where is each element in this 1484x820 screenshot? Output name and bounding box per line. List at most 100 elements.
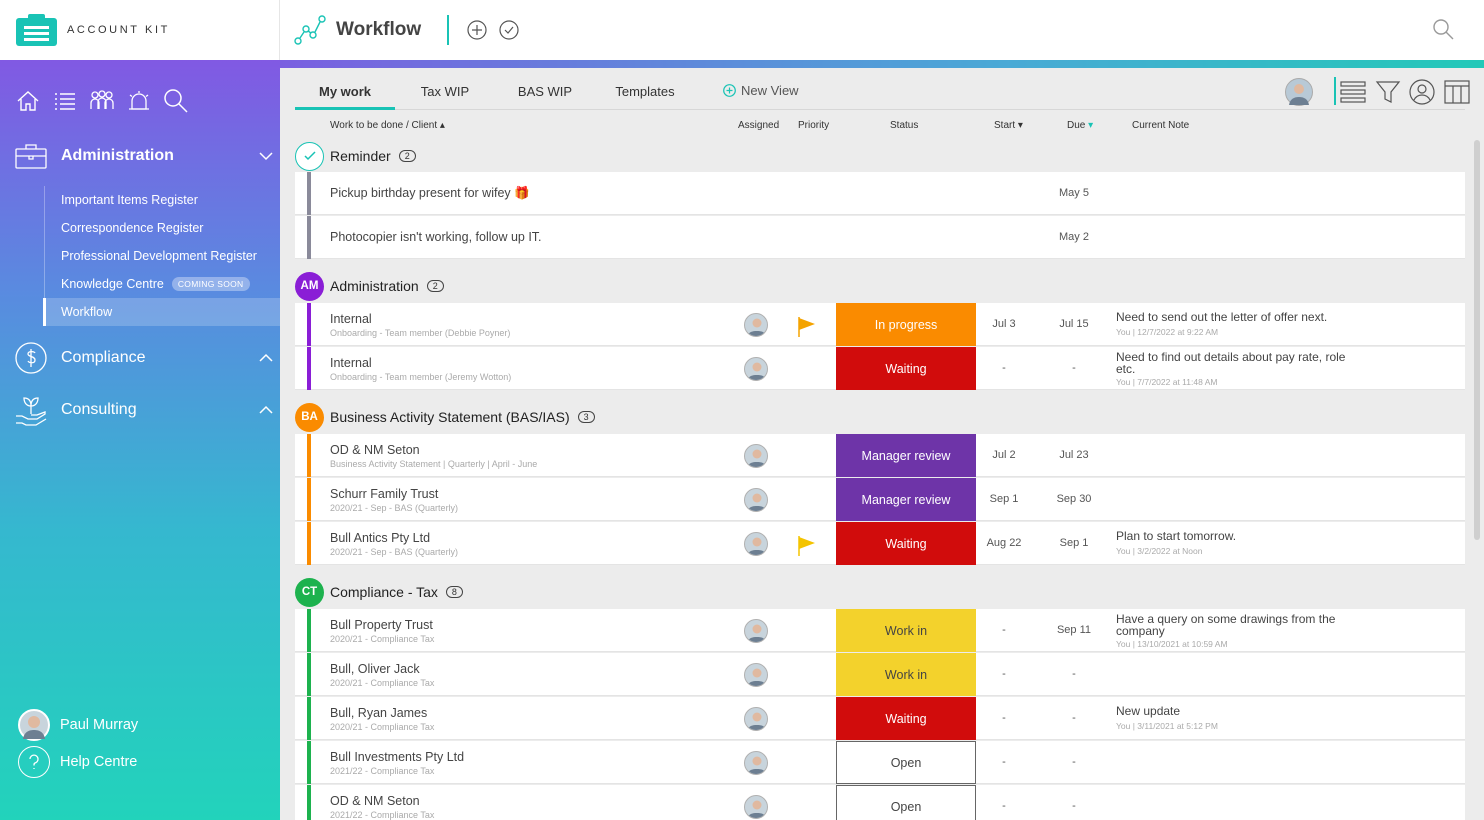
sidebar-item-important-items[interactable]: Important Items Register (45, 186, 280, 214)
column-assigned-header[interactable]: Assigned (738, 120, 780, 131)
sidebar-section-administration[interactable]: Administration (0, 130, 280, 182)
status-badge[interactable]: Work in (836, 609, 976, 652)
filter-icon[interactable] (1375, 79, 1401, 105)
avatar[interactable] (744, 619, 768, 643)
header-divider (447, 15, 450, 45)
status-badge[interactable]: Waiting (836, 522, 976, 565)
sidebar-section-label: Consulting (61, 401, 137, 418)
top-header: Workflow (280, 0, 1484, 60)
status-badge[interactable]: Manager review (836, 434, 976, 477)
sidebar-section-compliance[interactable]: Compliance (0, 332, 280, 384)
group-badge: BA (295, 402, 324, 432)
column-work-header[interactable]: Work to be done / Client ▴ (330, 120, 445, 131)
briefcase-icon (15, 140, 47, 172)
help-centre-link[interactable]: Help Centre (18, 743, 138, 780)
scrollbar[interactable] (1474, 140, 1480, 540)
flag-icon[interactable] (796, 315, 818, 337)
row-start: - (1002, 800, 1006, 812)
row-color-bar (307, 172, 311, 215)
column-start-header[interactable]: Start ▾ (994, 120, 1023, 131)
team-icon[interactable] (89, 87, 115, 115)
column-priority-header[interactable]: Priority (798, 120, 830, 131)
table-row[interactable]: Bull Property Trust 2020/21 - Compliance… (295, 609, 1465, 652)
header-gradient-line (280, 60, 1484, 68)
status-badge[interactable]: Work in (836, 653, 976, 696)
sidebar-user-area: Paul Murray Help Centre (18, 706, 138, 780)
check-circle-icon[interactable] (499, 20, 519, 40)
column-note-header[interactable]: Current Note (1132, 120, 1190, 131)
table-row[interactable]: Bull Antics Pty Ltd 2020/21 - Sep - BAS … (295, 522, 1465, 565)
sidebar-item-professional-development[interactable]: Professional Development Register (45, 242, 280, 270)
avatar[interactable] (744, 707, 768, 731)
check-circle-icon (295, 141, 324, 171)
avatar[interactable] (744, 488, 768, 512)
table-row[interactable]: Bull, Ryan James 2020/21 - Compliance Ta… (295, 697, 1465, 740)
table-row[interactable]: Bull, Oliver Jack 2020/21 - Compliance T… (295, 653, 1465, 696)
tab-bas-wip[interactable]: BAS WIP (517, 84, 573, 99)
avatar[interactable] (1285, 78, 1313, 106)
sidebar-item-correspondence[interactable]: Correspondence Register (45, 214, 280, 242)
flag-icon[interactable] (796, 534, 818, 556)
avatar[interactable] (744, 313, 768, 337)
table-row[interactable]: Pickup birthday present for wifey 🎁 May … (295, 172, 1465, 215)
sidebar-item-workflow[interactable]: Workflow (43, 298, 280, 326)
row-note: Need to find out details about pay rate,… (1116, 350, 1346, 387)
table-row[interactable]: Bull Investments Pty Ltd 2021/22 - Compl… (295, 741, 1465, 784)
group-header-reminder[interactable]: Reminder 2 (295, 140, 416, 172)
status-badge[interactable]: Open (836, 785, 976, 820)
status-badge[interactable]: Manager review (836, 478, 976, 521)
tab-tax-wip[interactable]: Tax WIP (420, 84, 470, 99)
chevron-up-icon[interactable] (258, 350, 274, 366)
row-due: - (1072, 362, 1076, 374)
column-due-header[interactable]: Due ▾ (1067, 120, 1094, 131)
table-row[interactable]: Photocopier isn't working, follow up IT.… (295, 216, 1465, 259)
column-status-header[interactable]: Status (890, 120, 919, 131)
search-icon[interactable] (163, 87, 189, 115)
list-icon[interactable] (52, 87, 78, 115)
avatar[interactable] (744, 357, 768, 381)
home-icon[interactable] (15, 87, 41, 115)
status-badge[interactable]: In progress (836, 303, 976, 346)
user-circle-icon[interactable] (1409, 79, 1435, 105)
group-count-badge: 2 (426, 280, 444, 292)
row-due: Sep 1 (1059, 537, 1089, 549)
sidebar-section-consulting[interactable]: Consulting (0, 384, 280, 436)
columns-icon[interactable] (1444, 79, 1470, 105)
list-view-icon[interactable] (1340, 79, 1366, 105)
alarm-icon[interactable] (126, 87, 152, 115)
search-icon[interactable] (1432, 18, 1454, 40)
coming-soon-badge: COMING SOON (171, 277, 250, 291)
status-badge[interactable]: Waiting (836, 697, 976, 740)
group-header-bas[interactable]: BA Business Activity Statement (BAS/IAS)… (295, 401, 595, 433)
status-badge[interactable]: Open (836, 741, 976, 784)
tab-templates[interactable]: Templates (615, 84, 675, 99)
avatar[interactable] (744, 751, 768, 775)
status-badge[interactable]: Waiting (836, 347, 976, 390)
row-start: Jul 2 (992, 449, 1016, 461)
chevron-down-icon[interactable] (258, 148, 274, 164)
group-title: Administration (330, 278, 419, 294)
avatar[interactable] (744, 532, 768, 556)
table-row[interactable]: OD & NM Seton Business Activity Statemen… (295, 434, 1465, 477)
row-color-bar (307, 653, 311, 696)
table-row[interactable]: Schurr Family Trust 2020/21 - Sep - BAS … (295, 478, 1465, 521)
table-row[interactable]: Internal Onboarding - Team member (Debbi… (295, 303, 1465, 346)
avatar[interactable] (744, 795, 768, 819)
group-count-badge: 2 (398, 150, 416, 162)
group-header-compliance-tax[interactable]: CT Compliance - Tax 8 (295, 576, 463, 608)
user-profile-link[interactable]: Paul Murray (18, 706, 138, 743)
tab-my-work[interactable]: My work (295, 68, 395, 110)
group-header-administration[interactable]: AM Administration 2 (295, 270, 444, 302)
page-title: Workflow (336, 19, 422, 40)
avatar[interactable] (744, 444, 768, 468)
table-row[interactable]: OD & NM Seton 2021/22 - Compliance Tax O… (295, 785, 1465, 820)
chevron-up-icon[interactable] (258, 402, 274, 418)
avatar[interactable] (744, 663, 768, 687)
sidebar-item-knowledge-centre[interactable]: Knowledge Centre COMING SOON (45, 270, 280, 298)
row-subtitle: 2021/22 - Compliance Tax (330, 810, 435, 820)
table-row[interactable]: Internal Onboarding - Team member (Jerem… (295, 347, 1465, 390)
group-badge: CT (295, 577, 324, 607)
sidebar-section-label: Compliance (61, 349, 146, 366)
new-view-button[interactable]: New View (723, 83, 799, 98)
plus-circle-icon[interactable] (467, 20, 487, 40)
